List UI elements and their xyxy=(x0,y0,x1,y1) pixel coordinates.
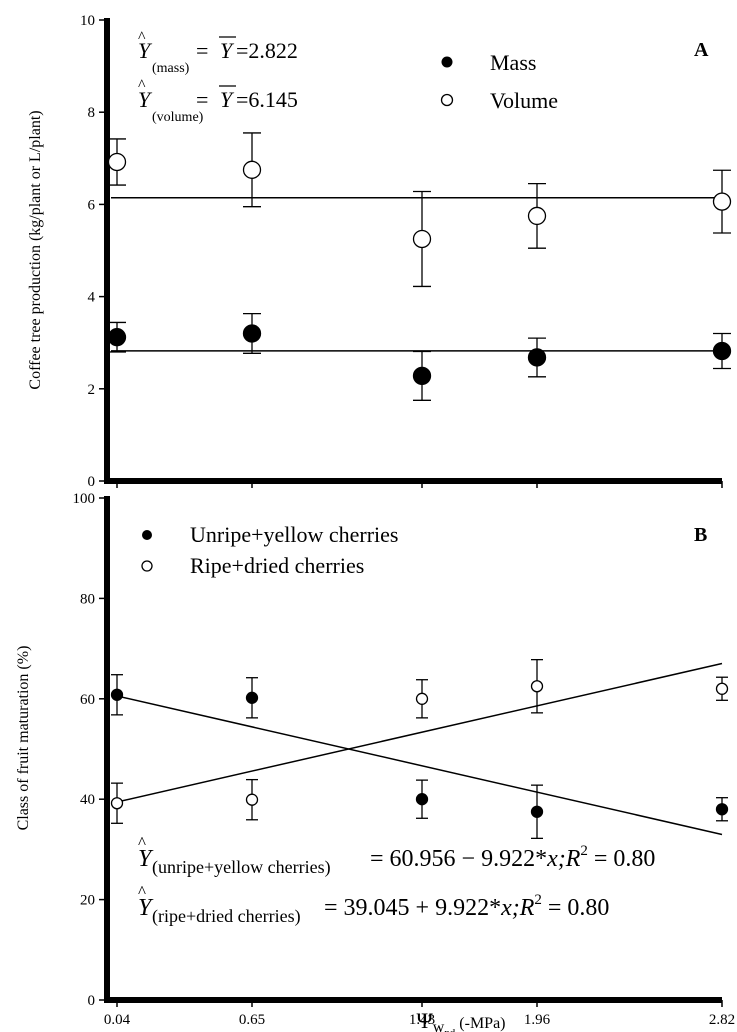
data-point-open xyxy=(712,192,732,211)
x-tick-label: 0.65 xyxy=(239,1012,265,1028)
panel-a-y-tick-label: 6 xyxy=(88,197,96,213)
equation-mass-yhat: Y xyxy=(138,38,153,63)
equation-ripe-rhs: = 39.045 + 9.922*x;R2 = 0.80 xyxy=(324,892,609,921)
equation-mass: Y ^ (mass) = Y =2.822 xyxy=(138,29,298,76)
legend-volume-marker xyxy=(440,93,454,107)
equation-volume-yhat: Y xyxy=(138,87,153,112)
x-axis-title: Ψwpd(-MPa) xyxy=(416,1008,505,1032)
data-point-open xyxy=(715,682,729,695)
equation-mass-sub: (mass) xyxy=(152,61,190,76)
equation-mass-equals: = xyxy=(196,38,208,63)
data-point-filled xyxy=(715,803,729,816)
panel-b-y-tick-label: 0 xyxy=(88,993,96,1009)
panel-b-y-tick-label: 60 xyxy=(80,692,95,708)
panel-b-y-axis-title: Class of fruit maturation (%) xyxy=(15,646,32,831)
legend-unripe-marker xyxy=(142,530,152,540)
legend-ripe-marker xyxy=(141,560,153,572)
panel-b-legend: Unripe+yellow cherries Ripe+dried cherri… xyxy=(141,522,399,578)
data-point-open xyxy=(107,152,127,172)
equation-unripe-rhs: = 60.956 − 9.922*x;R2 = 0.80 xyxy=(370,843,655,872)
panel-a-y-axis-title: Coffee tree production (kg/plant or L/pl… xyxy=(27,110,44,389)
panel-b-label: B xyxy=(694,524,707,546)
equation-unripe-yhat: Y xyxy=(138,846,154,872)
x-tick-label: 0.04 xyxy=(104,1012,131,1028)
equation-volume: Y ^ (volume) = Y =6.145 xyxy=(138,77,298,125)
equation-unripe-sub: (unripe+yellow cherries) xyxy=(152,857,331,878)
data-point-filled xyxy=(712,341,732,361)
fit-line-filled xyxy=(116,695,723,836)
panel-a-y-tick-label: 8 xyxy=(88,105,96,121)
panel-b: B Unripe+yellow cherries Ripe+dried cher… xyxy=(15,491,735,1028)
data-point-open xyxy=(415,692,429,705)
panel-b-equations: Y ^ (unripe+yellow cherries) = 60.956 − … xyxy=(138,833,655,927)
panel-a-y-tick-label: 10 xyxy=(80,13,95,29)
legend-mass-marker xyxy=(441,56,453,68)
data-point-open xyxy=(412,229,432,249)
equation-ripe-sub: (ripe+dried cherries) xyxy=(152,906,301,927)
equation-unripe: Y ^ (unripe+yellow cherries) = 60.956 − … xyxy=(138,833,655,878)
data-point-filled xyxy=(415,793,429,806)
panel-a: A Mass Volume Y ^ (mass) = Y =2.822 Y ^ … xyxy=(27,13,732,490)
panel-a-y-tick-label: 0 xyxy=(88,474,96,490)
equation-mass-value: =2.822 xyxy=(236,38,298,63)
equation-volume-equals: = xyxy=(196,87,208,112)
data-point-open xyxy=(245,793,259,806)
panel-a-label: A xyxy=(694,39,709,61)
legend-volume-label: Volume xyxy=(490,88,558,113)
panel-b-y-tick-label: 100 xyxy=(73,491,96,507)
legend-unripe-label: Unripe+yellow cherries xyxy=(190,522,399,547)
x-tick-label: 1.96 xyxy=(524,1012,551,1028)
equation-volume-ybar: Y xyxy=(220,87,235,112)
data-point-open xyxy=(527,206,547,226)
data-point-filled xyxy=(527,348,547,367)
data-point-filled xyxy=(412,366,432,386)
legend-ripe-label: Ripe+dried cherries xyxy=(190,553,364,578)
panel-a-equations: Y ^ (mass) = Y =2.822 Y ^ (volume) = Y =… xyxy=(138,29,298,125)
legend-mass-label: Mass xyxy=(490,50,536,75)
data-point-open xyxy=(242,160,262,179)
data-point-filled xyxy=(107,328,127,347)
panel-b-y-tick-label: 20 xyxy=(80,893,95,909)
panel-a-legend: Mass Volume xyxy=(440,50,558,113)
equation-volume-value: =6.145 xyxy=(236,87,298,112)
panel-b-y-tick-label: 40 xyxy=(80,792,95,808)
data-point-filled xyxy=(242,324,262,343)
panel-b-y-tick-label: 80 xyxy=(80,591,95,607)
equation-mass-ybar: Y xyxy=(220,38,235,63)
equation-unripe-hat: ^ xyxy=(138,833,146,852)
data-point-filled xyxy=(530,805,544,818)
equation-ripe-hat: ^ xyxy=(138,882,146,901)
panel-a-y-tick-label: 2 xyxy=(88,382,96,398)
fit-line-open xyxy=(116,662,723,803)
data-point-filled xyxy=(245,691,259,704)
equation-mass-hat: ^ xyxy=(138,29,146,46)
equation-volume-hat: ^ xyxy=(138,77,146,94)
data-point-filled xyxy=(110,688,124,701)
data-point-open xyxy=(110,797,124,810)
panel-a-y-tick-label: 4 xyxy=(88,290,96,306)
data-point-open xyxy=(530,680,544,693)
equation-ripe-yhat: Y xyxy=(138,895,154,921)
equation-ripe: Y ^ (ripe+dried cherries) = 39.045 + 9.9… xyxy=(138,882,609,927)
x-tick-label: 1.43 xyxy=(409,1012,435,1028)
equation-volume-sub: (volume) xyxy=(152,110,204,125)
x-tick-label: 2.82 xyxy=(709,1012,735,1028)
